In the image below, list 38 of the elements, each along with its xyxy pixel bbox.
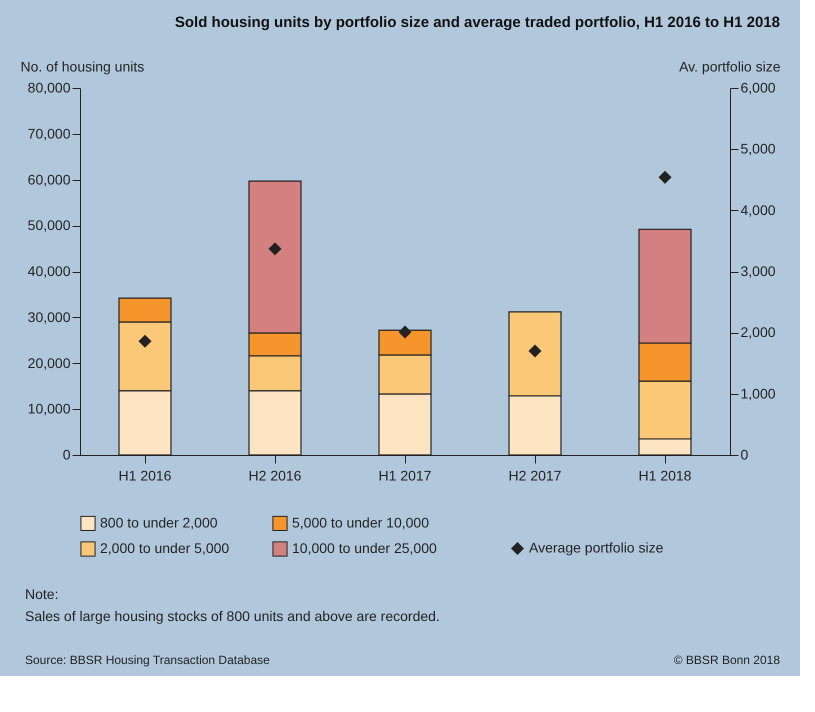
y-tick-label: 20,000 [28, 354, 71, 371]
y-tick-label: 10,000 [28, 400, 71, 417]
point [398, 326, 412, 339]
x-tick-label: H1 2018 [638, 468, 692, 484]
legend-label: 5,000 to under 10,000 [292, 514, 430, 530]
chart-title: Sold housing units by portfolio size and average traded portfolio, H1 2016 to H1 2018 [174, 14, 780, 31]
y-tick-label: 80,000 [28, 80, 71, 96]
x-tick-label: H2 2017 [508, 468, 562, 484]
point [138, 334, 152, 348]
y2-tick-label: 5,000 [740, 140, 776, 157]
y-tick-label: 70,000 [28, 125, 71, 142]
point [658, 170, 672, 184]
point [528, 344, 542, 358]
point [268, 242, 282, 256]
legend-label: 10,000 to under 25,000 [292, 540, 438, 556]
source-note: Source: BBSR Housing Transaction Database [25, 653, 270, 667]
text: Sales of large housing stocks of 800 units and above are recorded. [25, 608, 440, 624]
y2-tick-label: 1,000 [740, 385, 776, 402]
y2-tick-label: 3,000 [740, 263, 776, 279]
legend-label: 800 to under 2,000 [100, 514, 218, 530]
y2-tick-label: 0 [740, 446, 748, 462]
legend-label: 2,000 to under 5,000 [100, 540, 230, 556]
y2-tick-label: 4,000 [740, 202, 776, 218]
legend-label: Average portfolio size [529, 540, 664, 556]
x-tick-label: H2 2016 [248, 468, 302, 484]
text: © BBSR Bonn 2018 [674, 653, 780, 667]
x-tick-label: H1 2017 [378, 468, 432, 484]
y-tick-label: 0 [62, 446, 71, 462]
y2-tick-label: 2,000 [740, 324, 776, 340]
y-tick-label: 50,000 [28, 217, 71, 234]
y-tick-label: 40,000 [28, 263, 71, 279]
y2-tick-label: 6,000 [740, 80, 776, 96]
y2-axis-title: Av. portfolio size [679, 58, 781, 74]
y-axis-title: No. of housing units [20, 58, 144, 74]
text: Note: [25, 586, 58, 602]
y-tick-label: 60,000 [28, 171, 71, 188]
y-tick-label: 30,000 [28, 308, 71, 325]
x-tick-label: H1 2016 [118, 468, 172, 484]
